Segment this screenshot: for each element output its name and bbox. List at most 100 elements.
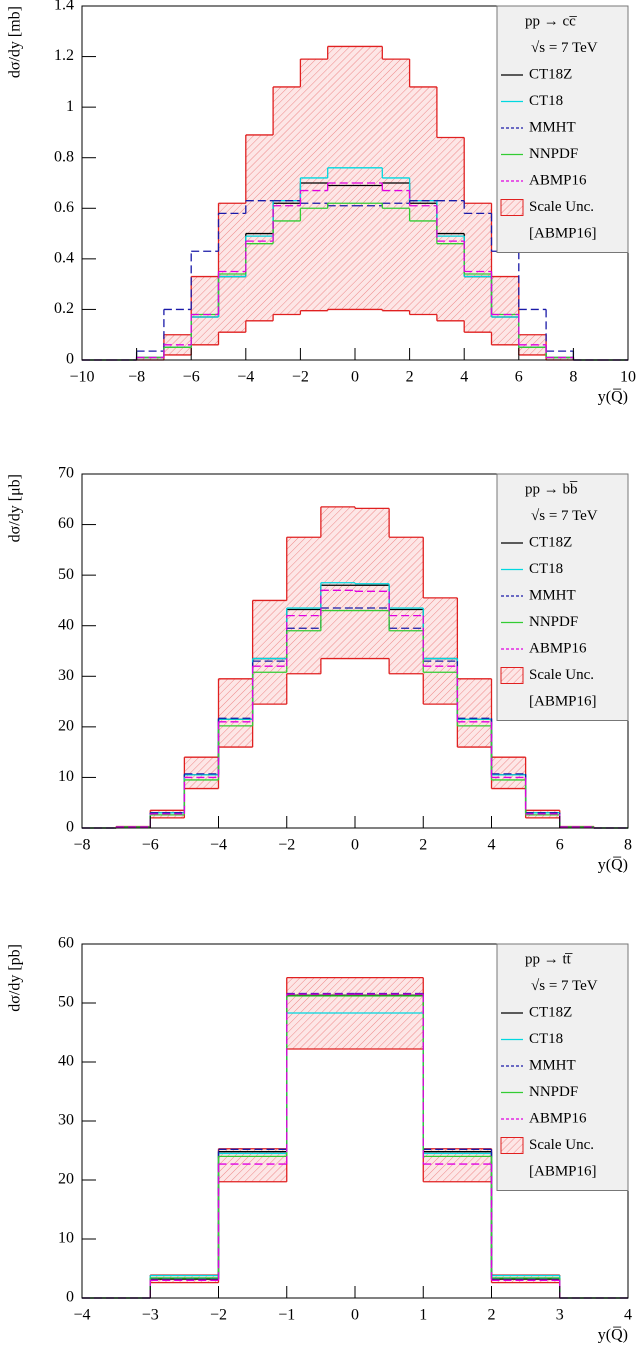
y-tick-label: 0: [66, 819, 74, 836]
legend-swatch: [500, 667, 524, 684]
x-tick-label: 2: [406, 369, 414, 386]
legend: pp → bb̅ √s = 7 TeV CT18Z CT18 MMHT NNPDF ABMP…: [496, 473, 629, 721]
x-tick-label: −10: [69, 369, 94, 386]
legend-label: MMHT: [529, 119, 576, 135]
band-bin: [546, 357, 574, 360]
x-tick-label: −6: [142, 837, 159, 854]
x-tick-label: −4: [210, 837, 227, 854]
x-tick-label: 0: [351, 369, 359, 386]
panel: −8 −6 −4 −2 0 2 4 6 8 0 10 20 30 40 50 60 70 dσ/dy [μb] y(…: [7, 465, 632, 874]
y-tick-label: 30: [58, 1112, 74, 1129]
y-axis-label: dσ/dy [μb]: [7, 474, 24, 542]
legend-title: √s = 7 TeV: [531, 508, 598, 524]
x-tick-label: −8: [73, 837, 90, 854]
legend-label: NNPDF: [529, 1084, 578, 1100]
legend-label: Scale Unc.: [529, 1137, 594, 1153]
band-bin: [491, 757, 526, 789]
y-tick-label: 60: [58, 935, 74, 952]
x-axis-label: y(Q̅): [598, 388, 628, 406]
band-bin: [218, 203, 246, 333]
legend-label: [ABMP16]: [529, 225, 597, 241]
band-bin: [457, 678, 492, 748]
legend-box: [496, 943, 629, 1191]
x-tick-label: 8: [569, 369, 577, 386]
y-tick-label: 1.4: [54, 0, 74, 14]
y-tick-label: 0.6: [54, 199, 74, 216]
band-bin: [252, 600, 287, 705]
y-tick-label: 10: [58, 1230, 74, 1247]
x-tick-label: −2: [210, 1307, 227, 1324]
legend-title: pp → tt̅: [525, 951, 573, 967]
x-tick-label: −4: [73, 1307, 90, 1324]
band-bin: [436, 137, 465, 321]
x-tick-label: 1: [419, 1307, 427, 1324]
x-tick-label: −4: [237, 369, 254, 386]
x-tick-label: 4: [488, 837, 496, 854]
legend-swatch: [500, 199, 524, 216]
y-tick-label: 30: [58, 667, 74, 684]
band-bin: [389, 537, 424, 674]
y-tick-label: 0: [66, 1289, 74, 1306]
legend-title: pp → bb̅: [525, 481, 578, 497]
x-tick-label: −8: [128, 369, 145, 386]
legend-title: √s = 7 TeV: [531, 978, 598, 994]
legend: pp → tt̅ √s = 7 TeV CT18Z CT18 MMHT NNPDF ABMP…: [496, 943, 629, 1191]
legend-label: Scale Unc.: [529, 199, 594, 215]
x-tick-label: 0: [351, 1307, 359, 1324]
legend-label: Scale Unc.: [529, 667, 594, 683]
band-bin: [327, 46, 355, 310]
band-bin: [423, 1148, 492, 1182]
band-bin: [423, 597, 458, 705]
x-axis-label: y(Q̅): [598, 856, 628, 874]
x-tick-label: −3: [142, 1307, 159, 1324]
y-tick-label: 0.4: [54, 250, 74, 267]
band-bin: [382, 59, 410, 311]
legend-label: NNPDF: [529, 614, 578, 630]
legend-label: ABMP16: [529, 1110, 587, 1126]
legend-label: MMHT: [529, 587, 576, 603]
legend-label: ABMP16: [529, 172, 587, 188]
band-bin: [300, 59, 328, 311]
legend-title: √s = 7 TeV: [531, 40, 598, 56]
x-tick-label: 0: [351, 837, 359, 854]
y-tick-label: 60: [58, 515, 74, 532]
legend-label: CT18Z: [529, 66, 572, 82]
band-bin: [191, 276, 219, 345]
y-tick-label: 40: [58, 616, 74, 633]
band-bin: [355, 46, 383, 310]
y-tick-label: 40: [58, 1053, 74, 1070]
y-tick-label: 1.2: [54, 47, 74, 64]
x-tick-label: 6: [556, 837, 564, 854]
legend-label: CT18Z: [529, 534, 572, 550]
y-tick-label: 20: [58, 1171, 74, 1188]
y-tick-label: 70: [58, 465, 74, 482]
y-tick-label: 1: [66, 98, 74, 115]
y-tick-label: 0: [66, 351, 74, 368]
legend-label: CT18: [529, 93, 563, 109]
x-tick-label: −2: [278, 837, 295, 854]
legend-swatch: [500, 1137, 524, 1154]
legend-label: NNPDF: [529, 146, 578, 162]
legend-label: [ABMP16]: [529, 1163, 597, 1179]
x-tick-label: 4: [624, 1307, 632, 1324]
x-tick-label: 2: [419, 837, 427, 854]
band-bin: [286, 537, 321, 674]
y-axis-label: dσ/dy [pb]: [7, 944, 24, 1012]
y-tick-label: 0.8: [54, 148, 74, 165]
x-tick-label: −1: [278, 1307, 295, 1324]
legend: pp → cc̅ √s = 7 TeV CT18Z CT18 MMHT NNPDF ABMP…: [496, 5, 629, 253]
y-axis-label: dσ/dy [mb]: [7, 6, 24, 78]
y-tick-label: 50: [58, 994, 74, 1011]
band-bin: [218, 1148, 287, 1182]
band-bin: [464, 203, 492, 333]
y-tick-label: 20: [58, 718, 74, 735]
legend-label: MMHT: [529, 1057, 576, 1073]
band-bin: [491, 276, 519, 345]
y-tick-label: 10: [58, 768, 74, 785]
x-tick-label: 10: [620, 369, 636, 386]
x-axis-label: y(Q̅): [598, 1326, 628, 1344]
x-tick-label: −6: [183, 369, 200, 386]
legend-title: pp → cc̅: [525, 13, 577, 29]
legend-label: CT18Z: [529, 1004, 572, 1020]
